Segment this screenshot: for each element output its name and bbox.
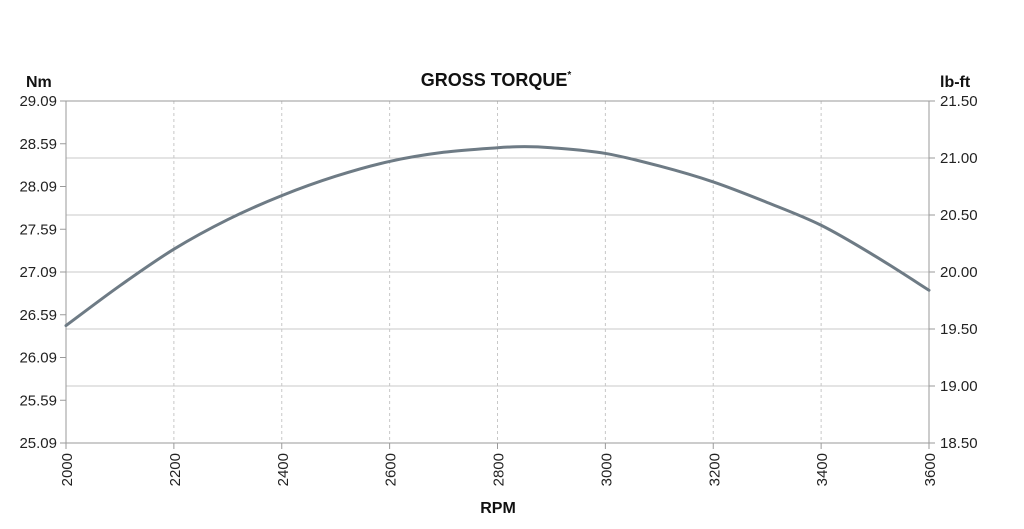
x-tick-label: 3400 — [814, 453, 831, 486]
x-tick-label: 2600 — [383, 453, 400, 486]
chart-title: GROSS TORQUE* — [421, 70, 572, 90]
y-left-tick-label: 28.09 — [19, 179, 57, 196]
y-right-tick-label: 21.50 — [940, 93, 978, 110]
x-tick-label: 2000 — [59, 453, 76, 486]
x-axis-title: RPM — [480, 500, 516, 517]
torque-curve — [64, 145, 931, 328]
x-tick-label: 3000 — [598, 453, 615, 486]
x-tick-label: 2400 — [275, 453, 292, 486]
y-right-tick-label: 21.00 — [940, 150, 978, 167]
ticks: 21.50 21.00 20.50 20.00 19.50 19.00 18.50 29.09… — [19, 93, 977, 486]
x-tick-label: 2800 — [491, 453, 508, 486]
y-left-tick-label: 25.09 — [19, 435, 57, 452]
y-left-tick-label: 27.59 — [19, 221, 57, 238]
y-left-tick-label: 29.09 — [19, 93, 57, 110]
y-left-tick-label: 28.59 — [19, 136, 57, 153]
y-right-tick-label: 19.00 — [940, 378, 978, 395]
grid — [66, 101, 929, 443]
y-left-axis-title: Nm — [26, 74, 52, 91]
x-tick-label: 2200 — [167, 453, 184, 486]
y-right-tick-label: 20.00 — [940, 264, 978, 281]
y-right-tick-label: 19.50 — [940, 321, 978, 338]
x-tick-label: 3600 — [922, 453, 939, 486]
title-superscript: * — [567, 70, 571, 81]
y-right-tick-label: 20.50 — [940, 207, 978, 224]
y-left-tick-label: 25.59 — [19, 392, 57, 409]
y-left-tick-label: 26.09 — [19, 350, 57, 367]
x-tick-label: 3200 — [706, 453, 723, 486]
y-right-tick-label: 18.50 — [940, 435, 978, 452]
y-left-tick-label: 27.09 — [19, 264, 57, 281]
y-right-axis-title: lb-ft — [940, 74, 971, 91]
y-left-tick-label: 26.59 — [19, 307, 57, 324]
